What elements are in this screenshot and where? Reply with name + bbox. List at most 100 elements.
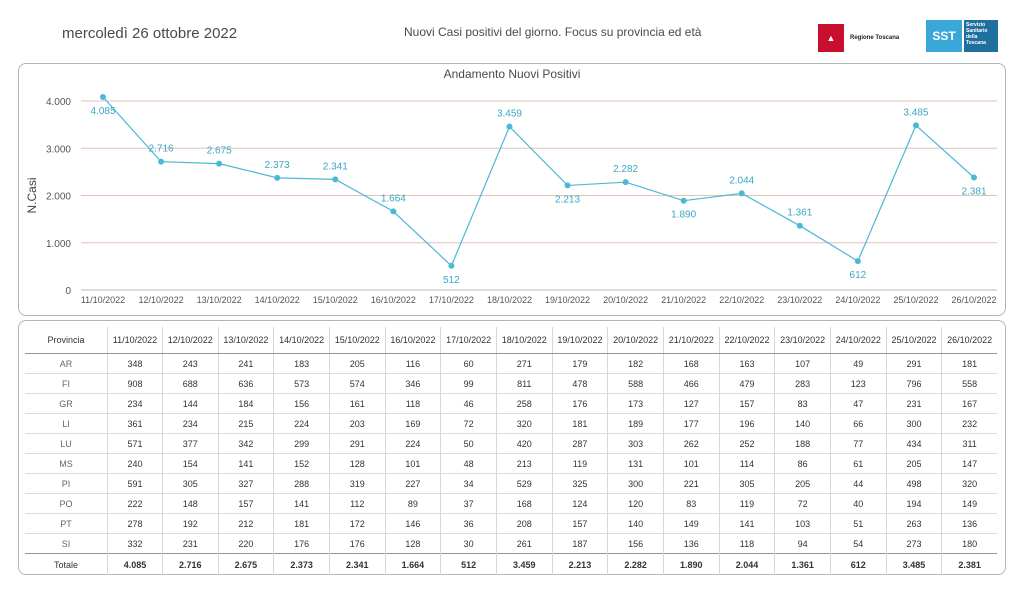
table-cell: 83 xyxy=(662,493,720,514)
table-cell: 203 xyxy=(328,413,386,434)
table-cell: 184 xyxy=(217,393,274,414)
data-point xyxy=(100,93,106,100)
table-cell: 325 xyxy=(551,473,608,494)
table-cell: 60 xyxy=(440,353,497,374)
y-tick-label: 1.000 xyxy=(46,239,71,250)
table-cell: 72 xyxy=(440,413,497,434)
table-cell: 128 xyxy=(384,533,441,554)
table-cell: 181 xyxy=(273,513,330,534)
table-cell: 205 xyxy=(328,353,386,374)
table-cell: 182 xyxy=(607,353,664,374)
column-header-date: 11/10/2022 xyxy=(107,327,163,354)
province-name: LI xyxy=(25,413,108,434)
table-cell: 332 xyxy=(107,533,163,554)
table-cell: 101 xyxy=(662,453,720,474)
table-cell: 263 xyxy=(885,513,942,534)
total-cell: 2.373 xyxy=(273,553,330,575)
y-tick-label: 4.000 xyxy=(46,97,71,108)
table-cell: 232 xyxy=(941,413,997,434)
table-cell: 183 xyxy=(273,353,330,374)
table-cell: 161 xyxy=(328,393,386,414)
table-cell: 529 xyxy=(495,473,553,494)
table-cell: 288 xyxy=(273,473,330,494)
table-cell: 180 xyxy=(941,533,997,554)
table-cell: 222 xyxy=(107,493,163,514)
table-cell: 305 xyxy=(161,473,219,494)
table-cell: 127 xyxy=(662,393,720,414)
table-cell: 342 xyxy=(217,433,274,454)
table-cell: 118 xyxy=(718,533,775,554)
table-cell: 144 xyxy=(161,393,219,414)
total-label: Totale xyxy=(25,553,108,575)
table-panel: Provincia 11/10/2022 12/10/2022 13/10/2022 1… xyxy=(18,320,1006,575)
x-tick-label: 13/10/2022 xyxy=(197,295,242,305)
province-name: MS xyxy=(25,453,108,474)
table-cell: 346 xyxy=(384,373,441,394)
table-cell: 466 xyxy=(662,373,720,394)
table-cell: 208 xyxy=(495,513,553,534)
table-cell: 558 xyxy=(941,373,997,394)
table-cell: 83 xyxy=(774,393,831,414)
x-tick-label: 26/10/2022 xyxy=(951,295,996,305)
table-cell: 114 xyxy=(718,453,775,474)
total-cell: 2.716 xyxy=(161,553,219,575)
province-name: PO xyxy=(25,493,108,514)
column-header-date: 19/10/2022 xyxy=(551,327,608,354)
table-cell: 243 xyxy=(161,353,219,374)
table-cell: 34 xyxy=(440,473,497,494)
table-cell: 30 xyxy=(440,533,497,554)
table-cell: 148 xyxy=(161,493,219,514)
total-cell: 1.664 xyxy=(384,553,441,575)
data-label: 2.373 xyxy=(265,160,290,171)
table-cell: 303 xyxy=(607,433,664,454)
table-cell: 220 xyxy=(217,533,274,554)
table-cell: 49 xyxy=(829,353,887,374)
chart-panel: Andamento Nuovi Positivi 0 1.000 2.000 3.00… xyxy=(18,63,1006,316)
regione-toscana-label: Regione Toscana xyxy=(850,35,900,41)
data-point xyxy=(971,174,977,181)
data-label: 612 xyxy=(850,270,867,281)
sst-logo: SST Servizio Sanitario della Toscana xyxy=(926,20,998,52)
x-tick-label: 12/10/2022 xyxy=(139,295,184,305)
table-cell: 636 xyxy=(217,373,274,394)
column-header-date: 25/10/2022 xyxy=(885,327,942,354)
table-row: LI 361 234 215 224 203 169 72 320 181 189 177 196 140… xyxy=(25,413,997,434)
table-cell: 47 xyxy=(829,393,887,414)
y-tick-label: 2.000 xyxy=(46,192,71,203)
column-header-date: 18/10/2022 xyxy=(495,327,553,354)
table-cell: 140 xyxy=(774,413,831,434)
total-cell: 2.381 xyxy=(941,553,997,575)
column-header-date: 23/10/2022 xyxy=(774,327,831,354)
table-cell: 157 xyxy=(718,393,775,414)
table-cell: 212 xyxy=(217,513,274,534)
table-cell: 141 xyxy=(718,513,775,534)
table-cell: 50 xyxy=(440,433,497,454)
table-cell: 37 xyxy=(440,493,497,514)
table-cell: 86 xyxy=(774,453,831,474)
table-cell: 118 xyxy=(384,393,441,414)
table-cell: 123 xyxy=(829,373,887,394)
table-cell: 173 xyxy=(607,393,664,414)
table-row: SI 332 231 220 176 176 128 30 261 187 156 136 118 94 5… xyxy=(25,533,997,554)
data-point xyxy=(738,190,745,197)
table-total-row: Totale 4.085 2.716 2.675 2.373 2.341 1.664 512 3… xyxy=(25,553,997,575)
table-cell: 181 xyxy=(551,413,608,434)
table-cell: 72 xyxy=(774,493,831,514)
table-cell: 141 xyxy=(273,493,330,514)
table-cell: 131 xyxy=(607,453,664,474)
x-tick-label: 21/10/2022 xyxy=(661,295,706,305)
table-cell: 120 xyxy=(607,493,664,514)
table-cell: 291 xyxy=(885,353,942,374)
table-cell: 46 xyxy=(440,393,497,414)
table-cell: 300 xyxy=(885,413,942,434)
table-cell: 194 xyxy=(885,493,942,514)
table-cell: 167 xyxy=(941,393,997,414)
data-point xyxy=(390,208,397,215)
table-cell: 261 xyxy=(495,533,553,554)
table-cell: 101 xyxy=(384,453,441,474)
table-cell: 234 xyxy=(161,413,219,434)
column-header-date: 12/10/2022 xyxy=(161,327,219,354)
table-cell: 147 xyxy=(941,453,997,474)
table-cell: 169 xyxy=(384,413,441,434)
table-cell: 176 xyxy=(273,533,330,554)
